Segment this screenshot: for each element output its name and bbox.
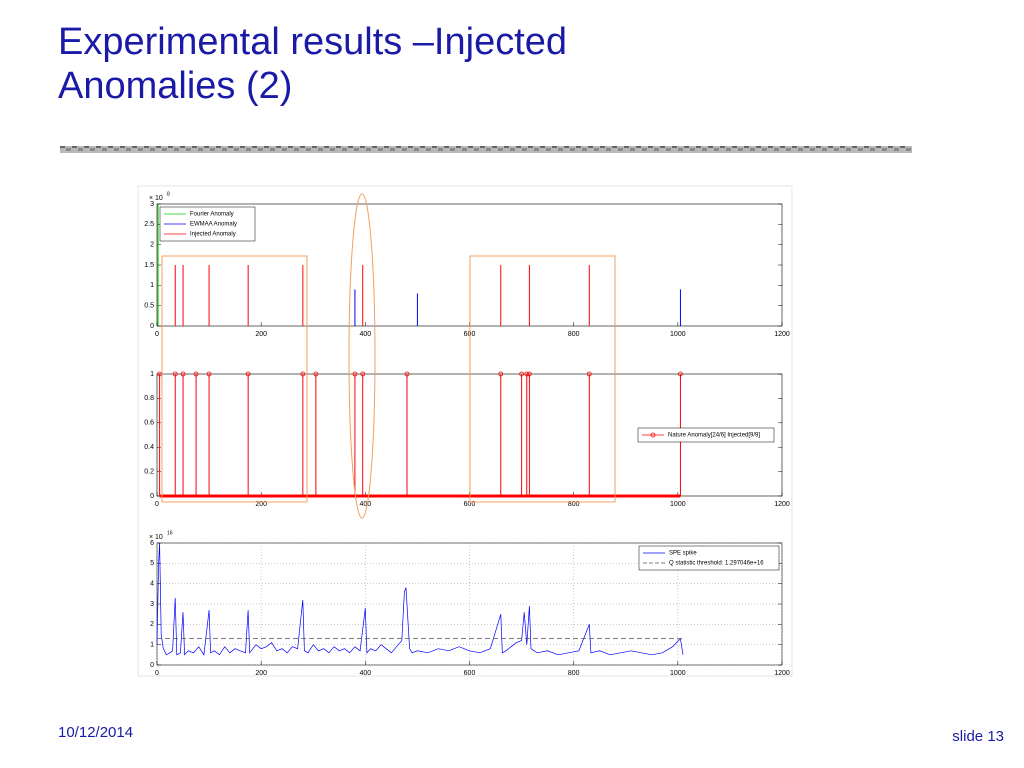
x-tick-label: 800 [568, 501, 580, 508]
legend-label: Q statistic threshold: 1.297046e+16 [669, 561, 764, 567]
y-tick-label: 0.4 [144, 444, 154, 451]
axis-multiplier: × 10 [149, 534, 163, 541]
stem-marker [300, 371, 306, 377]
stem-marker [404, 371, 410, 377]
y-tick-label: 4 [150, 581, 154, 588]
legend-label: Nature Anomaly[24/6] Injected[9/9] [668, 433, 760, 439]
y-tick-label: 0.2 [144, 468, 154, 475]
x-tick-label: 0 [155, 670, 159, 677]
x-tick-label: 200 [255, 331, 267, 338]
legend-box [637, 427, 775, 443]
line-series [156, 542, 684, 656]
title-divider [60, 146, 912, 153]
slide-title: Experimental results –Injected Anomalies… [58, 21, 568, 107]
x-tick-label: 800 [568, 331, 580, 338]
axis-multiplier: × 10 [149, 195, 163, 202]
legend-marker [650, 432, 656, 438]
stem-marker [245, 371, 251, 377]
x-tick-label: 800 [568, 670, 580, 677]
x-tick-label: 1200 [774, 501, 790, 508]
y-tick-label: 1 [150, 371, 154, 378]
y-tick-label: 6 [150, 540, 154, 547]
legend-label: Injected Anomaly [190, 232, 236, 238]
y-tick-label: 3 [150, 201, 154, 208]
y-tick-label: 2.5 [144, 221, 154, 228]
axis-multiplier-exponent: 8 [167, 191, 170, 197]
y-tick-label: 2 [150, 621, 154, 628]
stem-marker [524, 371, 530, 377]
stem-marker [360, 371, 366, 377]
stem-marker [313, 371, 319, 377]
stem-marker [172, 371, 178, 377]
x-tick-label: 200 [255, 670, 267, 677]
x-tick-label: 1200 [774, 670, 790, 677]
x-tick-label: 400 [359, 670, 371, 677]
x-tick-label: 600 [464, 670, 476, 677]
footer-date: 10/12/2014 [58, 724, 134, 741]
stem-marker [498, 371, 504, 377]
stem-marker [193, 371, 199, 377]
legend-label: EWMAA Anomaly [190, 222, 237, 228]
legend-label: Fourier Anomaly [190, 212, 234, 218]
y-tick-label: 0 [150, 662, 154, 669]
y-tick-label: 0 [150, 323, 154, 330]
x-tick-label: 0 [155, 331, 159, 338]
x-tick-label: 400 [359, 331, 371, 338]
x-tick-label: 1000 [670, 331, 686, 338]
highlight-box [469, 255, 616, 503]
highlight-ellipse [348, 193, 376, 519]
legend-label: SPE spike [669, 551, 697, 557]
stem-marker [678, 371, 683, 377]
y-tick-label: 2 [150, 242, 154, 249]
y-tick-label: 0.8 [144, 395, 154, 402]
stem-marker [180, 371, 186, 377]
stem-marker [206, 371, 212, 377]
legend-box [638, 545, 780, 571]
x-tick-label: 1200 [774, 331, 790, 338]
x-tick-label: 0 [155, 501, 159, 508]
stem-marker [352, 371, 358, 377]
y-tick-label: 3 [150, 601, 154, 608]
stem-marker [526, 371, 532, 377]
y-tick-label: 5 [150, 560, 154, 567]
y-tick-label: 0.5 [144, 303, 154, 310]
stem-marker [519, 371, 524, 377]
x-tick-label: 400 [359, 501, 371, 508]
x-tick-label: 200 [255, 501, 267, 508]
y-tick-label: 1 [150, 282, 154, 289]
y-tick-label: 0 [150, 493, 154, 500]
slide-number: slide 13 [952, 728, 1004, 745]
y-tick-label: 1 [150, 642, 154, 649]
x-tick-label: 1000 [670, 501, 686, 508]
x-tick-label: 600 [464, 501, 476, 508]
stem-marker [586, 371, 592, 377]
y-tick-label: 1.5 [144, 262, 154, 269]
x-tick-label: 1000 [670, 670, 686, 677]
y-tick-label: 0.6 [144, 420, 154, 427]
axis-multiplier-exponent: 16 [167, 530, 173, 536]
highlight-box [161, 255, 308, 503]
